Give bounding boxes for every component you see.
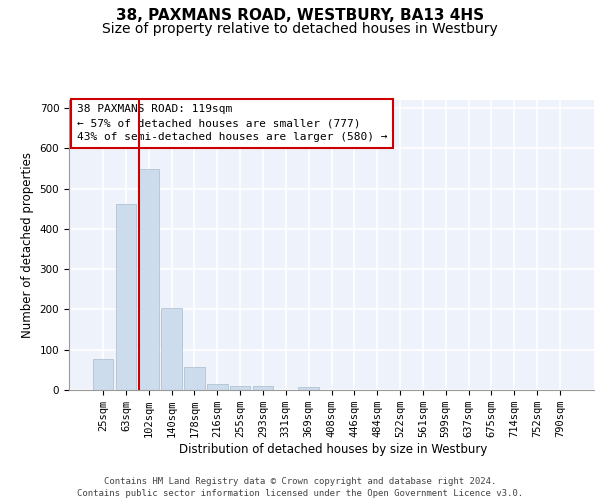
Text: Distribution of detached houses by size in Westbury: Distribution of detached houses by size … (179, 442, 487, 456)
Y-axis label: Number of detached properties: Number of detached properties (21, 152, 34, 338)
Bar (298, 387, 319, 390)
Bar (116, 204, 136, 390)
Text: 38 PAXMANS ROAD: 119sqm
← 57% of detached houses are smaller (777)
43% of semi-d: 38 PAXMANS ROAD: 119sqm ← 57% of detache… (77, 104, 388, 142)
Bar (184, 367, 205, 390)
Text: 38, PAXMANS ROAD, WESTBURY, BA13 4HS: 38, PAXMANS ROAD, WESTBURY, BA13 4HS (116, 8, 484, 22)
Bar (230, 386, 250, 390)
Bar (253, 386, 273, 390)
Bar (93, 358, 113, 390)
Bar (139, 170, 159, 390)
Bar (207, 384, 227, 390)
Text: Size of property relative to detached houses in Westbury: Size of property relative to detached ho… (102, 22, 498, 36)
Bar (161, 308, 182, 390)
Text: Contains HM Land Registry data © Crown copyright and database right 2024.
Contai: Contains HM Land Registry data © Crown c… (77, 476, 523, 498)
